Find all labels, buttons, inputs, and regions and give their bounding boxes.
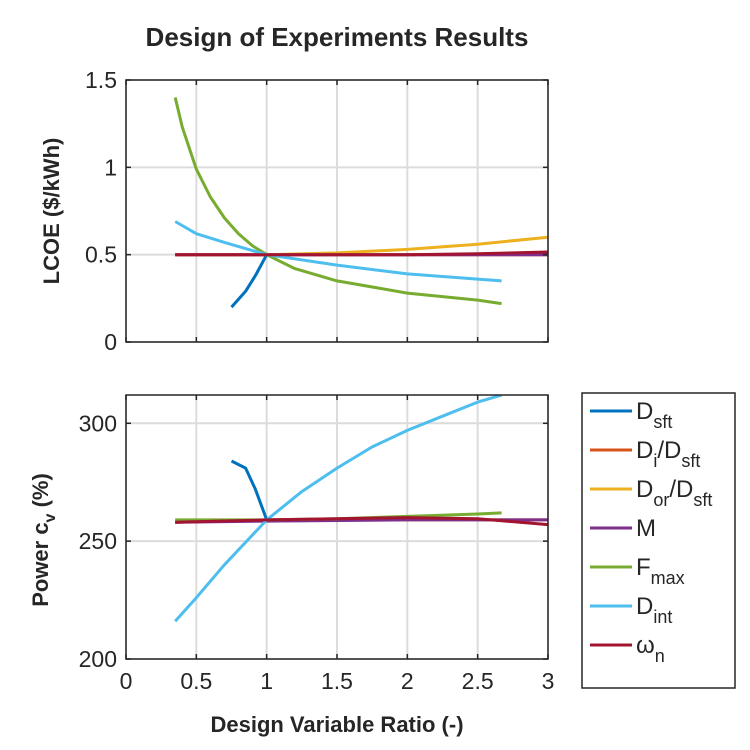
legend-entry-main: D (636, 398, 653, 425)
legend-entry-main: D (636, 437, 653, 464)
x-axis-label: Design Variable Ratio (-) (210, 712, 463, 737)
bottom-x-tick-label: 1 (260, 668, 273, 694)
top-plot: 0 0.5 1 1.5 (85, 67, 549, 355)
bottom-x-tick-label: 3 (542, 668, 555, 694)
legend-entry-sub: n (655, 646, 665, 666)
legend-entry-rest-sub: sft (681, 451, 700, 471)
top-series-5-line (174, 220, 502, 283)
legend-entry-3-label: M (636, 515, 656, 542)
bottom-x-tick-label: 2.5 (462, 668, 494, 694)
legend-entry-main: F (636, 554, 651, 581)
legend-entry-main: ω (636, 632, 655, 659)
top-y-tick-label: 0.5 (85, 242, 117, 268)
bottom-x-tick-label: 2 (401, 668, 414, 694)
legend-entry-main: D (636, 476, 653, 503)
legend-entry-rest: /D (669, 476, 693, 503)
bottom-x-tick-label: 1.5 (321, 668, 353, 694)
bottom-y-tick-label: 200 (79, 646, 117, 672)
bottom-series-5-line (174, 395, 503, 623)
bottom-series-0-line (230, 459, 269, 521)
legend-entry-sub: max (651, 568, 685, 588)
top-y-axis-label: LCOE ($/kWh) (39, 138, 64, 285)
legend-entry-6-label: ωn (636, 632, 665, 666)
legend-entry-sub: int (653, 607, 672, 627)
top-series-6-line (175, 250, 548, 257)
top-y-tick-label: 1 (104, 154, 117, 180)
bottom-y-tick-label: 250 (79, 528, 117, 554)
bottom-y-axis-label-main: Power c (28, 522, 53, 606)
bottom-plot: 200 250 300 0 0.5 1 1.5 2 2.5 3 (79, 394, 555, 694)
chart-title: Design of Experiments Results (146, 22, 529, 52)
bottom-y-axis-label-unit: (%) (28, 473, 53, 513)
legend-entry-rest-sub: sft (693, 490, 712, 510)
bottom-y-tick-label: 300 (79, 410, 117, 436)
legend-entry-rest: /D (657, 437, 681, 464)
legend-entry-2-label: Dor/Dsft (636, 476, 712, 510)
bottom-y-axis-label-sub: v (42, 513, 59, 522)
top-series-group (173, 97, 548, 309)
legend-entry-main: D (636, 593, 653, 620)
legend-entry-1-label: Di/Dsft (636, 437, 700, 471)
bottom-series-6-line (175, 516, 548, 527)
legend-entry-4-label: Fmax (636, 554, 685, 588)
bottom-x-tick-label: 0 (120, 668, 133, 694)
bottom-x-tick-label: 0.5 (180, 668, 212, 694)
top-y-tick-label: 0 (104, 329, 117, 355)
top-series-4-line (173, 97, 502, 306)
legend-entry-sub: i (653, 451, 657, 471)
bottom-y-axis-label: Power cv (%) (28, 473, 59, 607)
legend-entry-5-label: Dint (636, 593, 672, 627)
top-series-0-line (230, 253, 269, 309)
bottom-series-group (174, 395, 548, 623)
legend-box (581, 392, 736, 689)
legend-entry-sub: or (653, 490, 669, 510)
legend-entry-sub: sft (653, 412, 672, 432)
legend-entry-main: M (636, 515, 656, 542)
legend-entry-0-label: Dsft (636, 398, 672, 432)
top-y-tick-label: 1.5 (85, 67, 117, 93)
